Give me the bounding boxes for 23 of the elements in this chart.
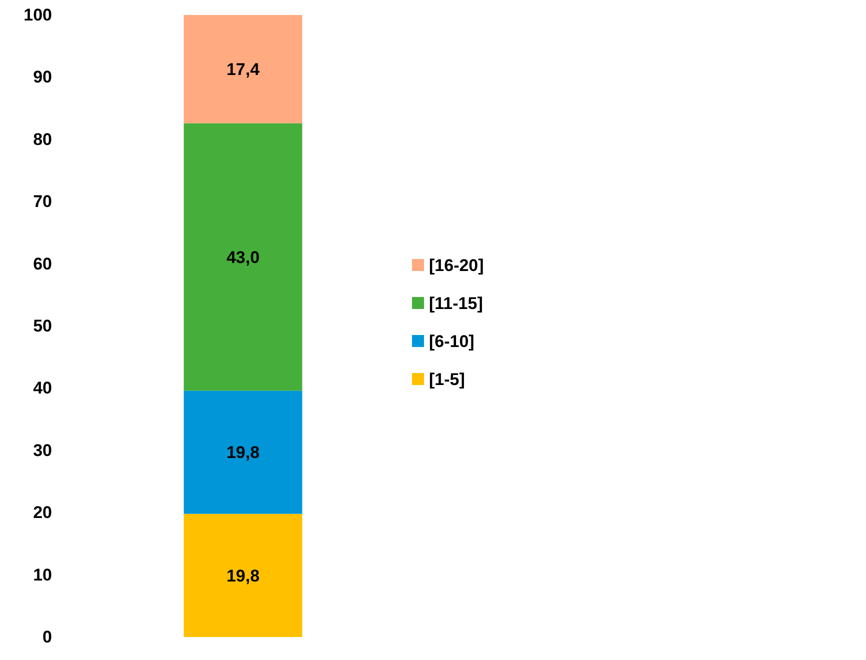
- y-tick-label: 20: [33, 503, 52, 522]
- data-label: 19,8: [226, 566, 260, 586]
- legend-label: [11-15]: [429, 294, 483, 313]
- y-tick-label: 90: [33, 68, 52, 87]
- legend-label: [1-5]: [429, 370, 465, 389]
- data-label: 17,4: [226, 60, 260, 80]
- bar: [184, 390, 302, 514]
- y-tick-label: 40: [33, 378, 52, 398]
- legend-label: [16-20]: [429, 256, 484, 275]
- y-tick-label: 0: [42, 627, 52, 646]
- y-tick-label: 10: [33, 565, 52, 584]
- bar: [184, 15, 302, 124]
- bar: [184, 123, 302, 391]
- y-tick-label: 80: [33, 130, 52, 149]
- bar: [184, 514, 302, 637]
- y-tick-label: 70: [33, 192, 52, 212]
- data-label: 43,0: [226, 248, 260, 267]
- legend-label: [6-10]: [429, 332, 474, 351]
- y-tick-label: 50: [33, 316, 52, 336]
- y-tick-label: 30: [33, 440, 52, 460]
- y-tick-label: 100: [24, 5, 52, 24]
- y-tick-label: 60: [33, 254, 52, 274]
- data-label: 19,8: [226, 443, 260, 462]
